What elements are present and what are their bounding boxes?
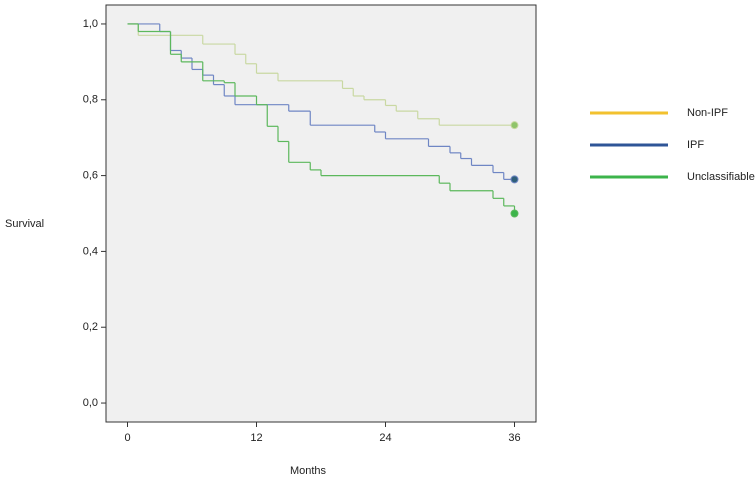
legend-label: Unclassifiable [687, 171, 755, 183]
y-axis-label: Survival [5, 218, 44, 230]
censor-marker [510, 175, 519, 184]
y-tick-label: 0,6 [83, 169, 98, 181]
censor-marker [510, 209, 519, 218]
x-axis-label: Months [290, 465, 327, 477]
x-tick-label: 12 [250, 432, 262, 444]
y-tick-label: 0,0 [83, 397, 98, 409]
censor-marker [510, 121, 519, 130]
y-tick-label: 0,4 [83, 245, 98, 257]
legend-label: Non-IPF [687, 107, 728, 119]
x-tick-label: 0 [124, 432, 130, 444]
x-tick-label: 24 [379, 432, 391, 444]
x-tick-label: 36 [508, 432, 520, 444]
legend-label: IPF [687, 139, 704, 151]
y-tick-label: 0,2 [83, 321, 98, 333]
y-tick-label: 1,0 [83, 18, 98, 30]
plot-area [105, 4, 537, 423]
y-tick-label: 0,8 [83, 94, 98, 106]
